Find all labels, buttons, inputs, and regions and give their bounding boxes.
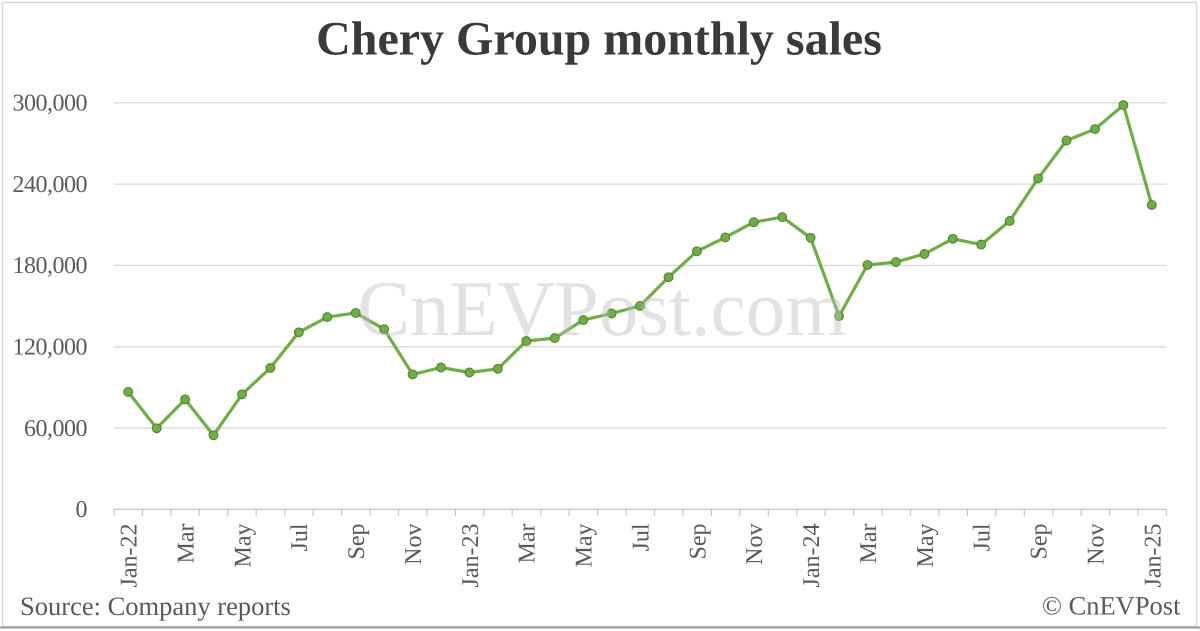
svg-text:© CnEVPost: © CnEVPost	[1042, 591, 1181, 621]
svg-text:120,000: 120,000	[13, 335, 88, 361]
svg-text:Sep: Sep	[685, 524, 711, 560]
svg-text:May: May	[572, 524, 598, 568]
svg-text:Mar: Mar	[515, 523, 541, 563]
svg-text:Nov: Nov	[742, 524, 768, 565]
svg-text:300,000: 300,000	[13, 91, 88, 117]
svg-text:Jul: Jul	[287, 523, 313, 551]
svg-text:Jan-25: Jan-25	[1140, 524, 1166, 588]
svg-text:May: May	[230, 524, 256, 568]
svg-text:Jan-22: Jan-22	[117, 524, 143, 588]
svg-text:Source: Company reports: Source: Company reports	[20, 591, 291, 621]
svg-text:Jul: Jul	[628, 523, 654, 551]
svg-text:60,000: 60,000	[24, 416, 88, 442]
svg-text:May: May	[913, 524, 939, 568]
svg-text:Jul: Jul	[970, 523, 996, 551]
svg-text:Sep: Sep	[1027, 524, 1053, 560]
svg-text:Nov: Nov	[1084, 524, 1110, 565]
svg-text:Chery Group monthly sales: Chery Group monthly sales	[316, 13, 882, 66]
svg-text:Mar: Mar	[856, 523, 882, 563]
svg-text:0: 0	[76, 497, 88, 523]
svg-text:CnEVPost.com: CnEVPost.com	[357, 266, 846, 353]
svg-text:Jan-24: Jan-24	[799, 524, 825, 588]
svg-text:Sep: Sep	[344, 524, 370, 560]
svg-text:Nov: Nov	[401, 524, 427, 565]
svg-text:Mar: Mar	[173, 523, 199, 563]
svg-text:Jan-23: Jan-23	[458, 524, 484, 588]
svg-text:240,000: 240,000	[13, 172, 88, 198]
svg-text:180,000: 180,000	[13, 253, 88, 279]
